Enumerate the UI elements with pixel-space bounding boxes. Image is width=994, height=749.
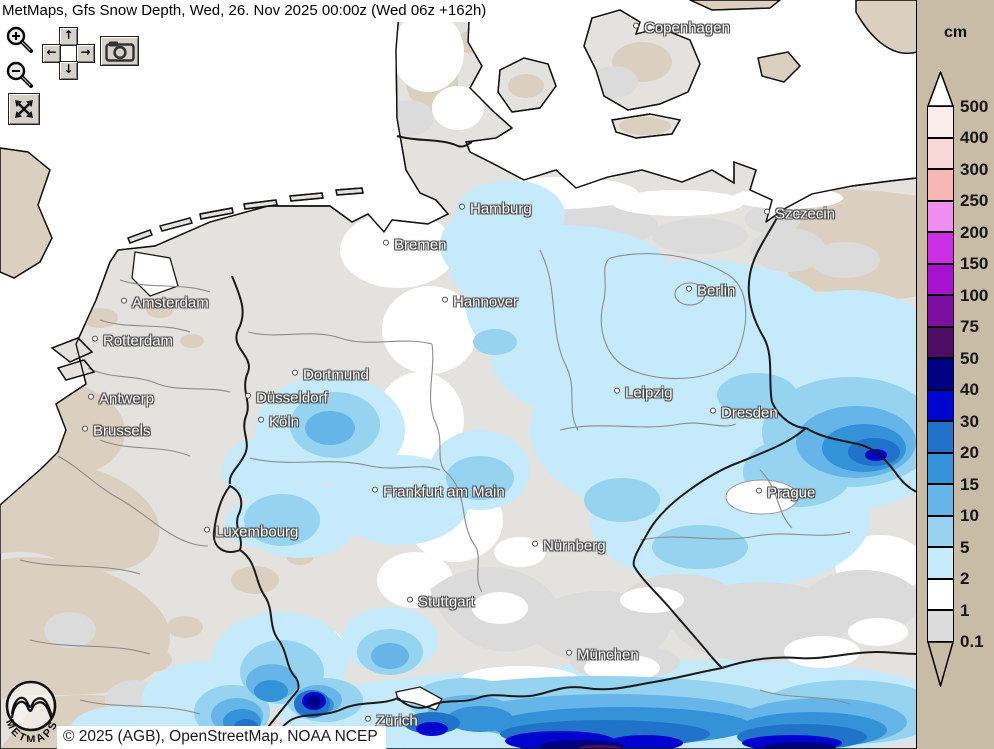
- legend-color-box: [927, 326, 954, 358]
- legend-tick: 30: [960, 411, 979, 431]
- legend-tick: 100: [960, 285, 989, 305]
- legend-color-box: [927, 200, 954, 232]
- legend-tick: 10: [960, 506, 979, 525]
- legend-color-box: [927, 169, 954, 201]
- legend-color-box: [927, 547, 954, 579]
- legend-color-box: [927, 452, 954, 484]
- legend-color-bar: [927, 106, 954, 642]
- legend-tick: 1: [960, 600, 970, 620]
- pan-up-button[interactable]: ↑: [59, 27, 78, 46]
- legend-color-box: [927, 389, 954, 421]
- weather-map[interactable]: [0, 0, 917, 749]
- map-title: MetMaps, Gfs Snow Depth, Wed, 26. Nov 20…: [2, 2, 487, 19]
- legend-tick-labels: 500 400 300 250 200 150 100 75 50 40 30 20 15 10 5 2 1 0.…: [917, 0, 994, 749]
- legend-color-box: [927, 232, 954, 264]
- title-bar: MetMaps, Gfs Snow Depth, Wed, 26. Nov 20…: [0, 0, 493, 22]
- metmaps-logo: METMAPS: [1, 678, 63, 747]
- pan-down-button[interactable]: ↓: [59, 61, 78, 80]
- pan-left-button[interactable]: ←: [42, 44, 61, 63]
- state-borders: [19, 249, 851, 715]
- legend-tick: 150: [960, 254, 989, 273]
- legend-color-box: [927, 484, 954, 516]
- camera-icon: [104, 41, 135, 62]
- legend-tick: 20: [960, 443, 979, 462]
- snapshot-button[interactable]: [100, 36, 139, 66]
- legend-tick: 500: [960, 96, 989, 116]
- legend-color-box: [927, 515, 954, 547]
- legend-color-box: [927, 106, 954, 138]
- lake-bodensee: [395, 686, 443, 711]
- legend-tick: 200: [960, 222, 989, 242]
- legend-tick: 2: [960, 569, 970, 588]
- legend-unit-label: cm: [944, 24, 968, 41]
- legend-tick: 400: [960, 128, 989, 147]
- legend-tick: 40: [960, 380, 979, 399]
- attribution-text[interactable]: © 2025 (AGB), OpenStreetMap, NOAA NCEP: [63, 728, 378, 745]
- legend-tick: 15: [960, 474, 979, 494]
- fullscreen-icon: [15, 100, 33, 118]
- legend-panel: cm 500 400 300 250 200 150 100 75 50 40 30 20 15 10 5 2…: [916, 0, 994, 749]
- legend-color-box: [927, 137, 954, 169]
- attribution-bar[interactable]: © 2025 (AGB), OpenStreetMap, NOAA NCEP: [57, 726, 386, 749]
- pan-down-icon: ↓: [63, 62, 74, 76]
- legend-color-box: [927, 610, 954, 642]
- fullscreen-button[interactable]: [8, 93, 40, 125]
- pan-right-button[interactable]: →: [76, 44, 95, 63]
- zoom-in-icon[interactable]: [5, 25, 35, 57]
- legend-tick: 250: [960, 191, 989, 210]
- zoom-out-icon[interactable]: [5, 60, 35, 92]
- legend-tick: 300: [960, 159, 989, 179]
- legend-color-box: [927, 421, 954, 453]
- snow-depth-shading: [0, 12, 917, 749]
- pan-pad: ↑ ← → ↓: [42, 27, 95, 80]
- legend-tick: 0.1: [960, 632, 984, 651]
- legend-color-box: [927, 295, 954, 327]
- legend-arrow-bottom: [927, 641, 954, 687]
- legend-color-box: [927, 578, 954, 610]
- pan-left-icon: ←: [46, 45, 57, 59]
- legend-tick: 5: [960, 537, 970, 557]
- map-controls: ↑ ← → ↓: [0, 22, 160, 132]
- legend-tick: 50: [960, 348, 979, 368]
- pan-right-icon: →: [80, 45, 91, 59]
- pan-up-icon: ↑: [63, 28, 74, 42]
- legend-color-box: [927, 358, 954, 390]
- legend-color-box: [927, 263, 954, 295]
- legend-tick: 75: [960, 317, 979, 336]
